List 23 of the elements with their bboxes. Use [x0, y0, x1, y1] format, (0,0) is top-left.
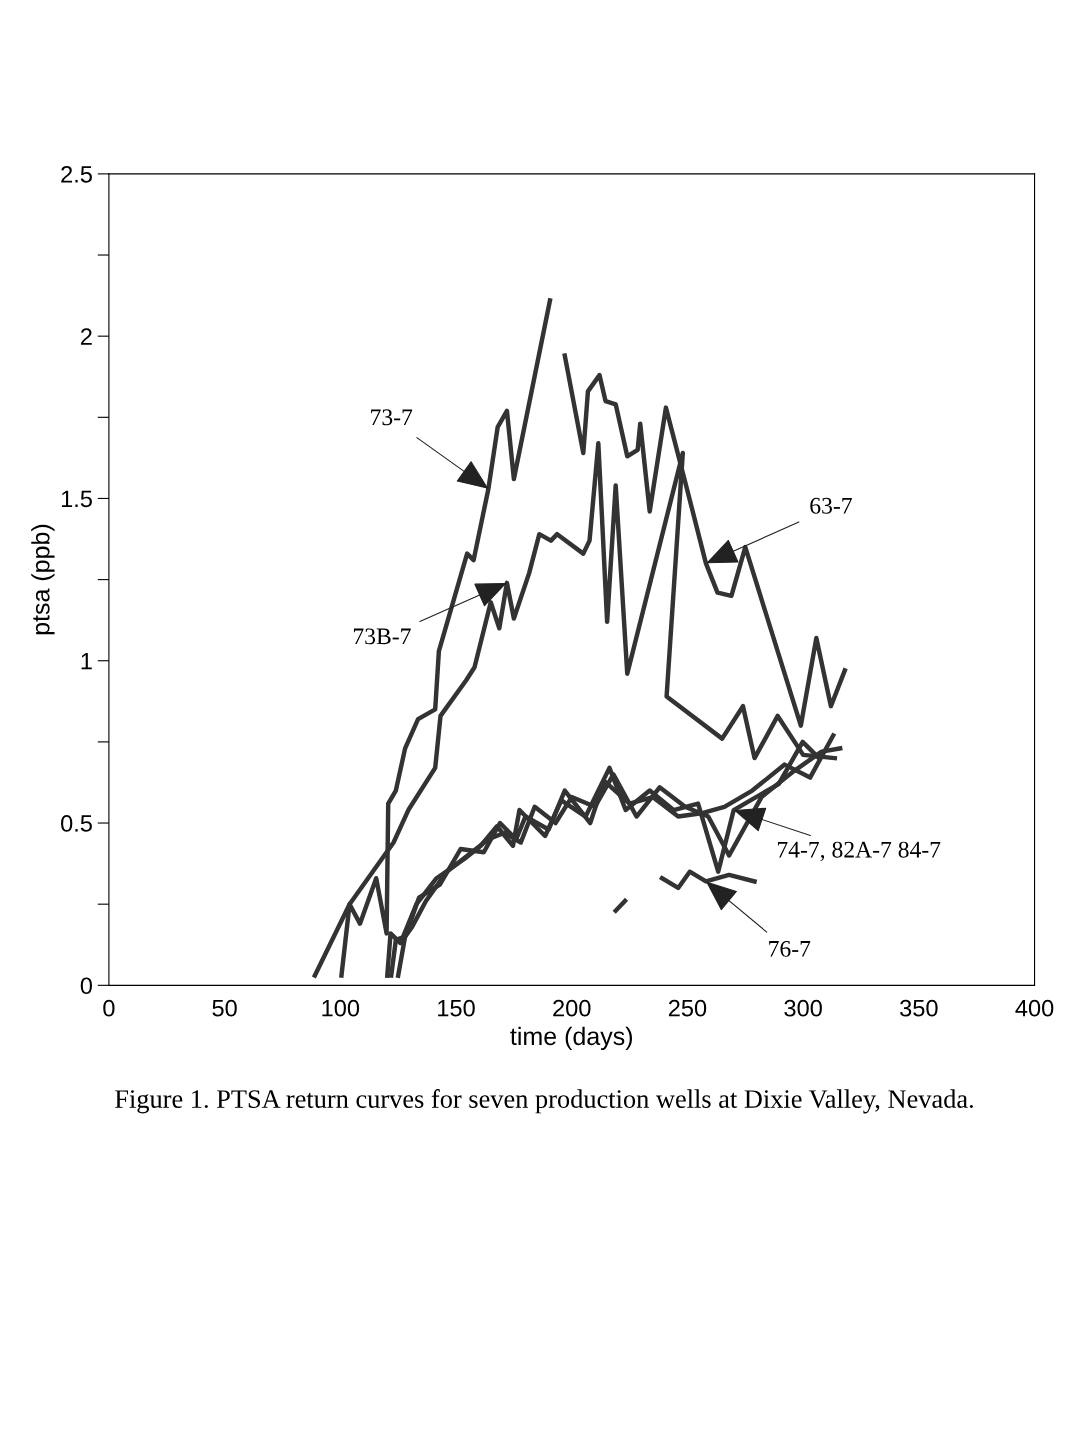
- y-tick-label: 2.5: [61, 165, 92, 183]
- annotation: 73-7: [371, 409, 413, 426]
- y-tick-label: 2: [80, 328, 92, 345]
- x-tick-label: 100: [322, 999, 360, 1017]
- x-axis-title: time (days): [510, 1026, 632, 1051]
- x-tick-label: 0: [103, 999, 115, 1017]
- annotation: 73B-7: [353, 628, 411, 645]
- annotation: 63-7: [810, 497, 852, 514]
- x-tick-label: 250: [668, 999, 707, 1017]
- x-tick-label: 400: [1015, 999, 1054, 1017]
- annotation: 74-7, 82A-7 84-7: [777, 841, 941, 862]
- annotation: 76-7: [769, 940, 811, 957]
- x-tick-label: 350: [900, 999, 938, 1017]
- x-tick-label: 150: [438, 999, 475, 1017]
- y-axis-title: ptsa (ppb): [31, 524, 55, 635]
- caption: Figure 1. PTSA return curves for seven production wells at Dixie Valley, Nevada.: [115, 1089, 973, 1114]
- y-tick-label: 0.5: [61, 815, 92, 832]
- y-tick-label: 0: [80, 977, 93, 995]
- y-tick-label: 1: [81, 653, 92, 670]
- y-tick-label: 1.5: [61, 490, 92, 508]
- x-tick-label: 50: [212, 999, 237, 1017]
- x-tick-label: 300: [784, 999, 822, 1017]
- x-tick-label: 200: [553, 999, 591, 1017]
